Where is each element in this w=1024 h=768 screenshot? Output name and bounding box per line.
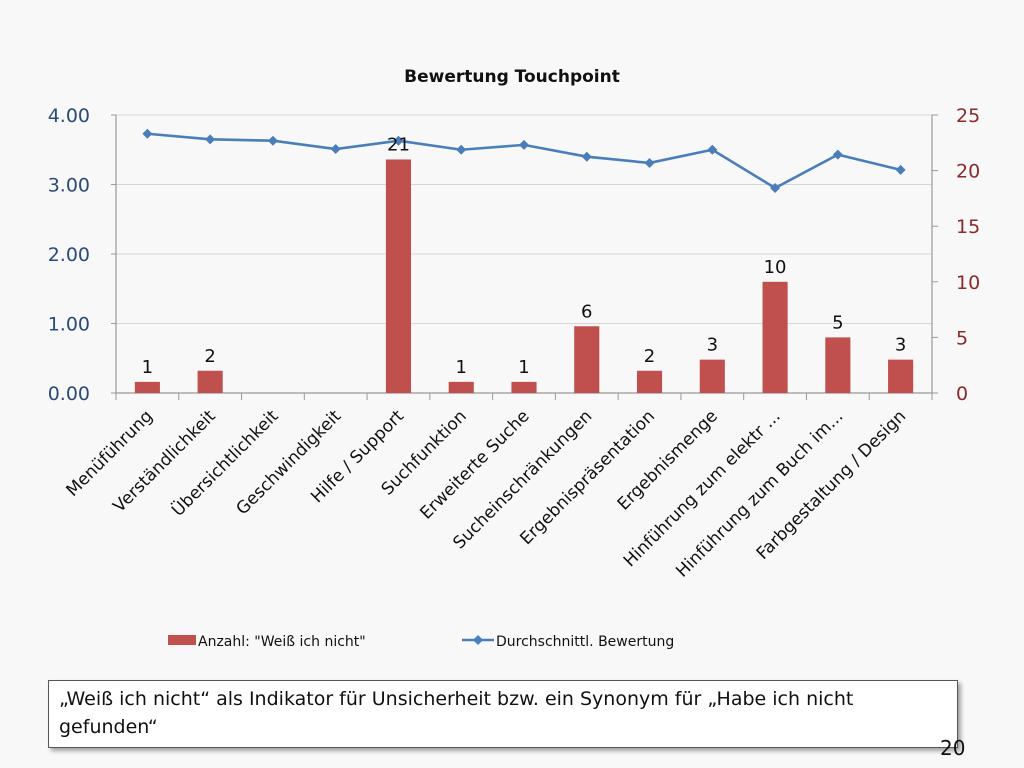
bar [197,370,223,393]
bar-data-label: 2 [204,346,215,367]
y-left-tick-label: 1.00 [48,314,90,336]
y-right-tick-label: 0 [956,383,968,405]
y-right-tick-label: 15 [956,216,980,238]
line-series [142,128,906,193]
bar-series [134,159,914,393]
legend-swatch-bars [168,635,196,645]
bar [448,381,474,393]
line-point-marker [393,135,404,146]
y-right-tick-label: 10 [956,272,980,294]
y-left-tick-label: 0.00 [48,383,90,405]
y-right-tick-label: 20 [956,161,980,183]
line-point-marker [581,151,592,162]
y-right-tick-label: 25 [956,105,980,127]
x-tick-label: Erweiterte Suche [416,406,533,523]
line-point-marker [142,128,153,139]
legend-label-line: Durchschnittl. Bewertung [496,634,674,650]
bar-data-label: 3 [707,335,718,356]
y-right-tick-label: 5 [956,327,968,349]
y-left-tick-label: 2.00 [48,244,90,266]
line-point-marker [519,139,529,150]
line-point-marker [770,182,781,193]
x-tick-label: Übersichtlichkeit [167,405,283,521]
note-textbox: „Weiß ich nicht“ als Indikator für Unsic… [48,680,958,748]
chart-title: Bewertung Touchpoint [404,67,620,87]
bar [574,326,600,393]
bar-data-label: 1 [142,357,153,378]
legend-label-bars: Anzahl: "Weiß ich nicht" [198,634,366,650]
combo-chart: Bewertung Touchpoint 0.00 1.00 2.00 3.00 4.0… [48,67,981,650]
bar [762,281,788,393]
bar-data-label: 5 [832,312,843,333]
y-left-tick-label: 3.00 [48,175,90,197]
line-point-marker [456,144,467,155]
bar [636,370,663,393]
bar-data-label: 10 [764,257,787,278]
line-point-marker [832,149,843,160]
bar [511,381,537,393]
bar [825,337,851,393]
legend-diamond-marker [473,635,483,645]
x-axis-labels: MenüführungVerständlichkeitÜbersichtlich… [62,405,910,582]
y-left-tick-label: 4.00 [48,105,90,127]
data-labels: 1 2 21 1 1 6 2 3 10 5 3 [142,134,907,377]
line-point-marker [205,134,216,145]
bar-data-label: 1 [456,357,467,378]
line-point-marker [330,144,341,155]
x-tick-label: Geschwindigkeit [233,406,346,519]
page-number: 20 [940,736,966,760]
bar-data-label: 21 [387,134,410,155]
bar-data-label: 2 [644,346,655,367]
line-point-marker [707,144,718,155]
line-point-marker [267,135,278,146]
bar [888,359,914,393]
line-point-marker [895,164,906,175]
legend: Anzahl: "Weiß ich nicht" Durchschnittl. … [168,634,674,650]
bar-data-label: 3 [895,335,906,356]
bar-data-label: 1 [518,357,529,378]
bar-data-label: 6 [581,301,592,322]
bar [385,159,412,393]
note-text: „Weiß ich nicht“ als Indikator für Unsic… [59,688,854,738]
gridlines [116,114,932,324]
bar [699,359,725,393]
bar [134,381,160,393]
line-point-marker [644,157,655,168]
